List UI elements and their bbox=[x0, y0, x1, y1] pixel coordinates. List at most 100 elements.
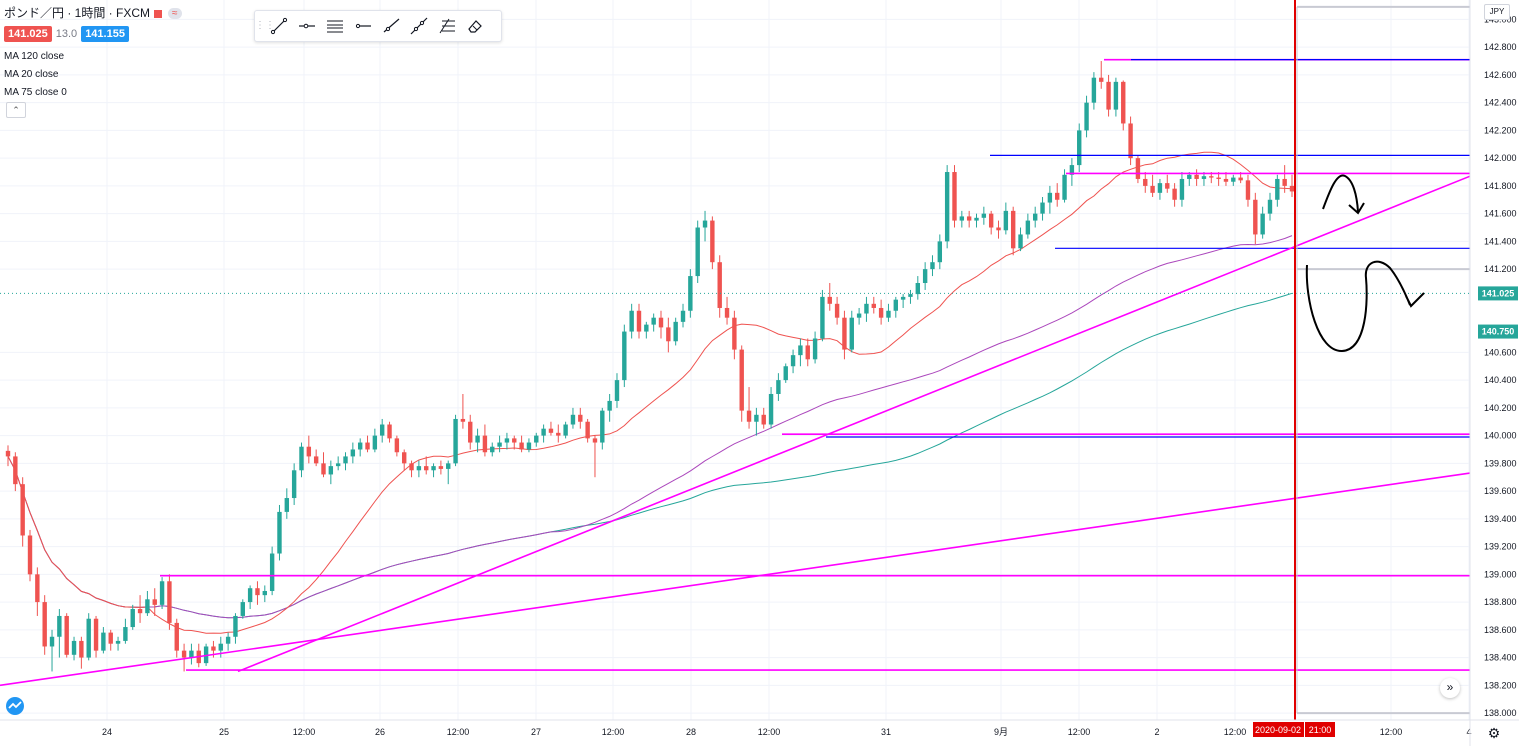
x-tick-label: 9月 bbox=[994, 727, 1008, 737]
candle-body bbox=[402, 452, 407, 464]
horizontal-line-icon[interactable] bbox=[349, 13, 377, 39]
ask-price[interactable]: 141.155 bbox=[81, 26, 129, 42]
candle-body bbox=[563, 424, 568, 436]
y-tick-label: 139.800 bbox=[1484, 458, 1517, 468]
candle-body bbox=[233, 615, 238, 637]
candle-body bbox=[130, 609, 135, 628]
candle-body bbox=[871, 303, 876, 308]
bid-price[interactable]: 141.025 bbox=[4, 26, 52, 42]
candle-body bbox=[959, 216, 965, 221]
candle-body bbox=[827, 296, 832, 304]
eraser-icon[interactable] bbox=[461, 13, 489, 39]
candle-body bbox=[644, 324, 649, 332]
drag-handle-icon[interactable]: ⋮⋮ bbox=[255, 20, 275, 31]
scroll-to-realtime-button[interactable]: » bbox=[1440, 678, 1460, 698]
candle-body bbox=[548, 428, 554, 433]
candle-body bbox=[1135, 158, 1141, 179]
time-marker-date-box bbox=[1253, 722, 1304, 737]
drawn-annotations[interactable] bbox=[0, 0, 1471, 720]
candle-body bbox=[438, 466, 444, 469]
candle-body bbox=[306, 446, 312, 457]
y-tick-label: 139.600 bbox=[1484, 486, 1517, 496]
candle-body bbox=[878, 307, 884, 318]
candle-body bbox=[1113, 81, 1119, 110]
candle-body bbox=[651, 317, 656, 325]
candle-body bbox=[908, 294, 913, 297]
gear-icon[interactable]: ⚙ bbox=[1487, 725, 1501, 741]
candle-body bbox=[952, 172, 957, 221]
candle-body bbox=[86, 618, 91, 658]
candle-body bbox=[1187, 174, 1192, 179]
y-tick-label: 138.800 bbox=[1484, 597, 1517, 607]
currency-label[interactable]: JPY bbox=[1484, 4, 1510, 20]
candle-body bbox=[1245, 180, 1251, 200]
trend-line-icon[interactable] bbox=[265, 13, 293, 39]
horizontal-ray-icon[interactable] bbox=[293, 13, 321, 39]
candle-body bbox=[1179, 178, 1185, 200]
candle-body bbox=[1150, 185, 1155, 193]
price-label: 140.750 bbox=[1482, 327, 1515, 337]
candle-body bbox=[1260, 213, 1265, 235]
y-tick-label: 140.200 bbox=[1484, 403, 1517, 413]
flag-icon bbox=[154, 9, 162, 18]
candle-body bbox=[981, 213, 987, 218]
indicator-ma20[interactable]: MA 20 close bbox=[4, 69, 59, 80]
x-tick-label: 12:00 bbox=[1380, 727, 1403, 737]
candle-body bbox=[79, 640, 84, 658]
candle-body bbox=[416, 466, 422, 471]
ray-icon[interactable] bbox=[377, 13, 405, 39]
y-tick-label: 139.200 bbox=[1484, 542, 1517, 552]
candle-body bbox=[101, 632, 106, 651]
price-label: 141.025 bbox=[1482, 288, 1515, 298]
x-tick-label: 28 bbox=[686, 727, 696, 737]
candle-body bbox=[680, 310, 686, 322]
candle-body bbox=[717, 262, 722, 308]
candle-body bbox=[937, 241, 943, 263]
candle-body bbox=[240, 602, 245, 616]
candle-body bbox=[636, 310, 642, 332]
candle-body bbox=[409, 463, 414, 471]
candle-body bbox=[460, 418, 466, 422]
candle-body bbox=[746, 410, 752, 422]
candle-body bbox=[277, 511, 282, 554]
candle-body bbox=[1194, 174, 1199, 179]
candle-body bbox=[864, 303, 869, 314]
extended-line-icon[interactable] bbox=[405, 13, 433, 39]
candle-body bbox=[622, 331, 627, 381]
indicator-ma75[interactable]: MA 75 close 0 bbox=[4, 87, 67, 98]
candle-body bbox=[115, 640, 121, 644]
candle-body bbox=[424, 466, 429, 471]
candle-body bbox=[299, 446, 304, 471]
x-tick-label: 12:00 bbox=[447, 727, 470, 737]
candle-body bbox=[1084, 102, 1089, 131]
time-marker-time: 21:00 bbox=[1309, 725, 1332, 735]
parallel-channel-icon[interactable] bbox=[321, 13, 349, 39]
price-label-box bbox=[1478, 286, 1518, 301]
indicator-ma120[interactable]: MA 120 close bbox=[4, 51, 65, 62]
candle-body bbox=[35, 574, 40, 603]
candle-body bbox=[820, 296, 825, 339]
candle-body bbox=[145, 599, 150, 614]
spread-value: 13.0 bbox=[55, 28, 78, 40]
candle-body bbox=[394, 438, 400, 453]
x-tick-label: 12:00 bbox=[1224, 727, 1247, 737]
collapse-legend-button[interactable]: ⌃ bbox=[6, 102, 26, 118]
candle-body bbox=[944, 172, 950, 242]
candle-body bbox=[42, 602, 47, 647]
candle-body bbox=[350, 449, 356, 457]
candle-body bbox=[1238, 177, 1243, 181]
candle-body bbox=[1275, 178, 1280, 200]
candle-body bbox=[247, 588, 253, 603]
candle-body bbox=[1201, 176, 1207, 179]
candle-body bbox=[1010, 210, 1016, 249]
price-label-box bbox=[1478, 324, 1518, 339]
indicator-badge[interactable]: ≈ bbox=[168, 8, 182, 20]
candle-body bbox=[1143, 178, 1148, 186]
y-tick-label: 142.600 bbox=[1484, 70, 1517, 80]
candle-body bbox=[578, 414, 583, 422]
fib-retracement-icon[interactable] bbox=[433, 13, 461, 39]
candle-body bbox=[1128, 123, 1133, 159]
tradingview-logo-icon[interactable] bbox=[6, 697, 24, 715]
candle-body bbox=[123, 627, 128, 641]
